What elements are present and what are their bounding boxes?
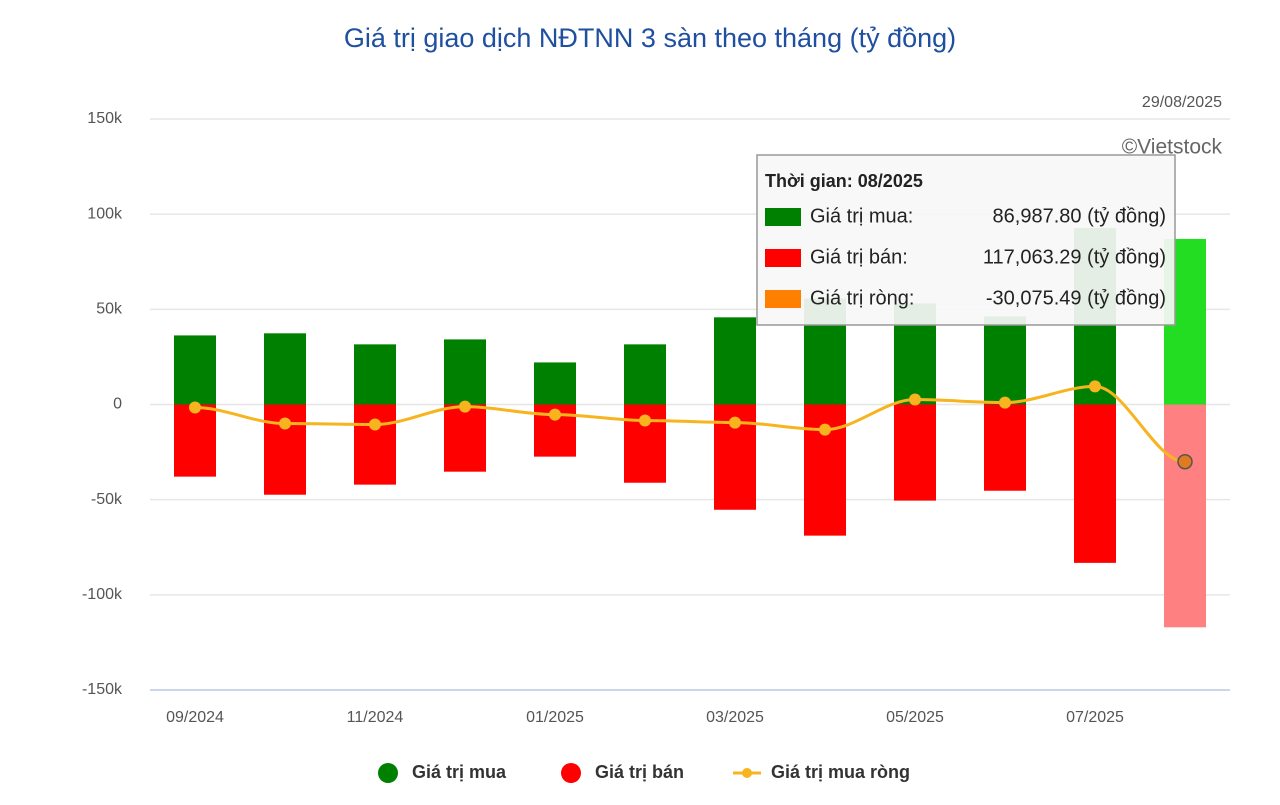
tooltip-swatch <box>765 249 801 267</box>
x-tick-label: 07/2025 <box>1066 709 1124 726</box>
y-tick-label: 100k <box>87 205 123 222</box>
legend-marker <box>561 763 581 783</box>
x-tick-label: 03/2025 <box>706 709 764 726</box>
bar <box>714 317 756 405</box>
tooltip-label: Giá trị ròng: <box>810 287 914 309</box>
x-tick-label: 05/2025 <box>886 709 944 726</box>
bar <box>354 404 396 485</box>
net-point <box>189 401 201 414</box>
net-point <box>459 400 471 413</box>
y-tick-label: -50k <box>91 491 123 508</box>
net-point <box>549 408 561 421</box>
bar <box>534 362 576 405</box>
net-line <box>194 384 1186 464</box>
bar <box>444 339 486 405</box>
chart-title: Giá trị giao dịch NĐTNN 3 sàn theo tháng… <box>344 23 956 53</box>
legend-label: Giá trị mua <box>412 762 507 782</box>
bar <box>624 344 666 405</box>
tooltip-swatch <box>765 290 801 308</box>
y-tick-label: 150k <box>87 110 123 127</box>
tooltip-title: Thời gian: 08/2025 <box>765 171 923 191</box>
bar <box>984 316 1026 405</box>
x-tick-label: 11/2024 <box>347 709 404 726</box>
net-point <box>1089 380 1101 393</box>
x-tick-label: 01/2025 <box>526 709 584 726</box>
net-point <box>909 393 921 406</box>
net-point <box>819 423 831 436</box>
bar <box>444 404 486 472</box>
legend-label: Giá trị bán <box>595 762 684 782</box>
legend-label: Giá trị mua ròng <box>771 762 910 782</box>
bar <box>1074 404 1116 563</box>
net-point <box>279 417 291 430</box>
bar <box>984 404 1026 491</box>
y-tick-label: 0 <box>113 396 122 413</box>
bar <box>354 344 396 405</box>
tooltip-label: Giá trị mua: <box>810 205 913 227</box>
tooltip-box <box>756 154 1176 326</box>
y-tick-label: 50k <box>96 301 123 318</box>
credit: ©Vietstock <box>1122 136 1223 159</box>
net-point <box>729 416 741 429</box>
tooltip-swatch <box>765 208 801 226</box>
net-point <box>1177 453 1193 470</box>
bar <box>264 333 306 405</box>
bar <box>174 404 216 477</box>
tooltip-value: 117,063.29 (tỷ đồng) <box>983 246 1166 268</box>
tooltip-value: 86,987.80 (tỷ đồng) <box>993 205 1166 227</box>
y-tick-label: -100k <box>82 586 123 603</box>
date-label: 29/08/2025 <box>1142 94 1222 111</box>
bar <box>894 404 936 501</box>
tooltip-value: -30,075.49 (tỷ đồng) <box>986 287 1166 309</box>
legend-marker <box>378 763 398 783</box>
legend-marker <box>742 768 752 778</box>
net-point <box>639 414 651 427</box>
net-point <box>999 396 1011 409</box>
bar <box>174 335 216 405</box>
tooltip-label: Giá trị bán: <box>810 246 908 268</box>
bar <box>1164 404 1206 628</box>
x-tick-label: 09/2024 <box>166 709 224 726</box>
y-tick-label: -150k <box>82 681 123 698</box>
net-point <box>369 418 381 431</box>
